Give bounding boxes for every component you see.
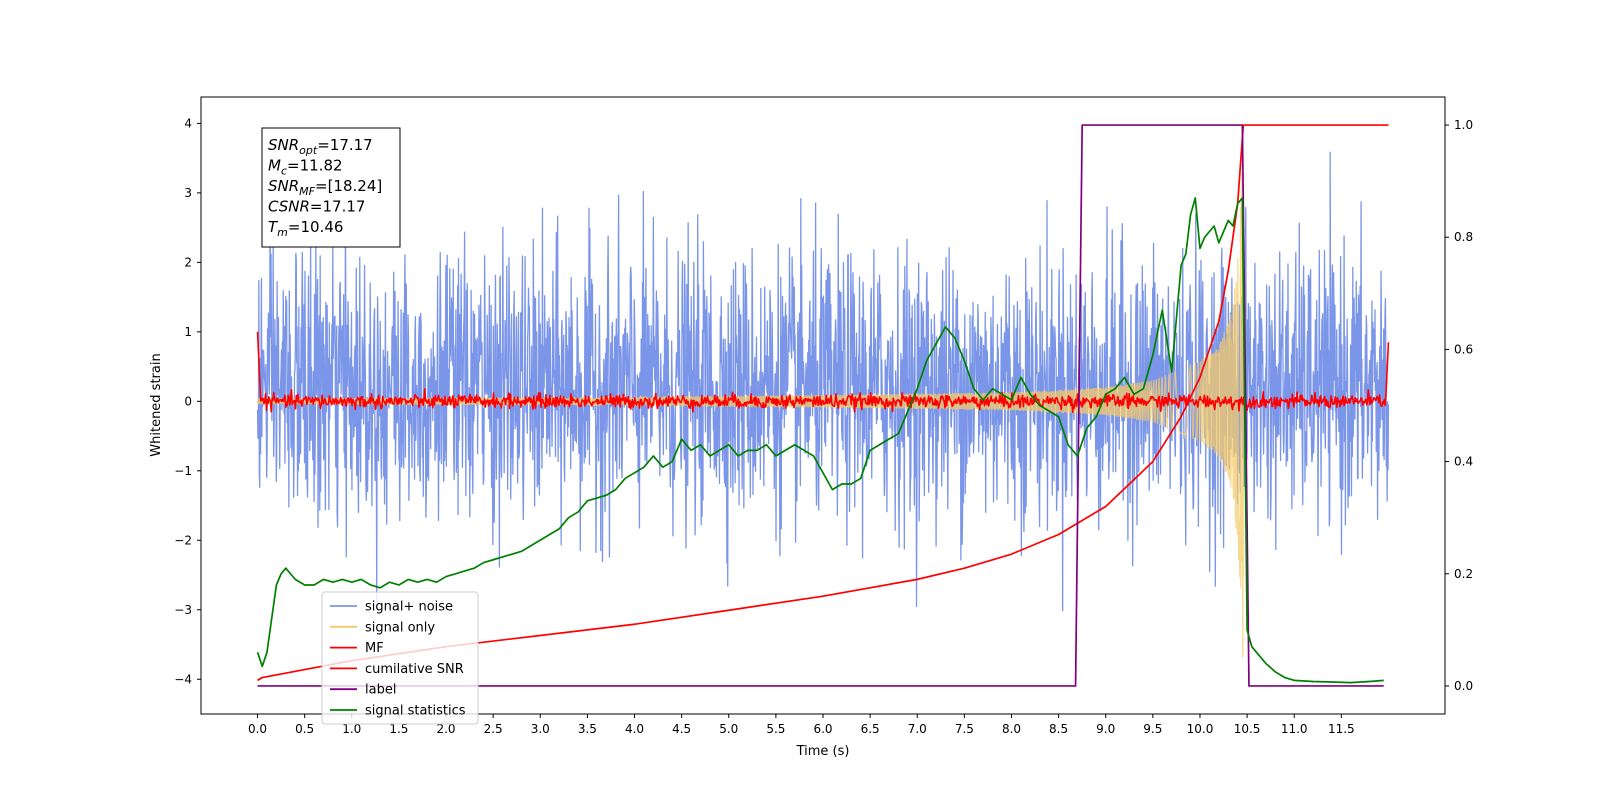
annotation-symbol: CSNR	[268, 198, 310, 216]
y2-tick-label: 0.2	[1454, 567, 1473, 581]
y-tick-label: −4	[174, 672, 192, 686]
annotation-value: =10.46	[288, 218, 344, 236]
y-axis-label: Whitened strain	[149, 353, 164, 456]
y2-tick-label: 0.6	[1454, 342, 1473, 356]
y-tick-label: 3	[184, 186, 192, 200]
y-tick-label: −2	[174, 533, 192, 547]
annotation-line: Tm=10.46	[268, 218, 343, 239]
x-tick-label: 3.0	[531, 722, 550, 736]
y-tick-label: 2	[184, 255, 192, 269]
x-tick-label: 5.5	[766, 722, 785, 736]
x-tick-label: 9.0	[1096, 722, 1115, 736]
legend-label: signal statistics	[365, 704, 466, 719]
x-tick-label: 6.5	[861, 722, 880, 736]
y-tick-label: 4	[184, 116, 192, 130]
x-tick-label: 6.0	[813, 722, 832, 736]
y-tick-label: −1	[174, 464, 192, 478]
series-signal-statistics	[256, 197, 1384, 684]
annotation-subscript: MF	[299, 185, 315, 198]
y2-axis-ticks: 0.0 0.2 0.4 0.6 0.8 1.0	[1445, 118, 1473, 693]
annotation-value: =11.82	[287, 157, 343, 175]
x-tick-label: 0.0	[248, 722, 267, 736]
annotation-value: =17.17	[310, 198, 366, 216]
y-axis-ticks: −4 −3 −2 −1 0 1 2 3 4	[174, 116, 201, 686]
x-tick-label: 10.0	[1187, 722, 1214, 736]
annotation-subscript: opt	[299, 144, 318, 157]
annotation-value: =17.17	[317, 136, 373, 154]
annotation-symbol: M	[268, 157, 281, 175]
legend-frame	[321, 591, 479, 725]
series-label	[257, 124, 1384, 687]
x-tick-label: 7.5	[955, 722, 974, 736]
x-tick-label: 7.0	[908, 722, 927, 736]
x-tick-label: 1.5	[389, 722, 408, 736]
x-tick-label: 2.5	[484, 722, 503, 736]
series-mf	[256, 331, 1390, 413]
x-tick-label: 8.5	[1049, 722, 1068, 736]
x-tick-label: 0.5	[295, 722, 314, 736]
y2-tick-label: 0.4	[1454, 455, 1473, 469]
annotation-symbol: T	[268, 218, 279, 236]
annotation-symbol: SNR	[268, 136, 299, 154]
legend-label: signal only	[365, 620, 435, 635]
x-tick-label: 1.0	[342, 722, 361, 736]
legend-label: label	[365, 683, 396, 698]
annotation-symbol: SNR	[268, 177, 299, 195]
annotation-value: =[18.24]	[315, 177, 382, 195]
x-tick-label: 4.5	[672, 722, 691, 736]
annotation-line: SNRMF=[18.24]	[268, 177, 382, 198]
legend-label: signal+ noise	[365, 600, 453, 615]
x-tick-label: 4.0	[625, 722, 644, 736]
x-tick-label: 9.5	[1143, 722, 1162, 736]
y2-tick-label: 0.0	[1454, 679, 1473, 693]
x-tick-label: 11.5	[1328, 722, 1355, 736]
series-cumilative-snr	[257, 124, 1389, 682]
x-tick-label: 5.0	[719, 722, 738, 736]
y-tick-label: 1	[184, 325, 192, 339]
annotation-subscript: m	[277, 226, 288, 239]
x-tick-label: 2.0	[436, 722, 455, 736]
x-axis-label: Time (s)	[796, 744, 850, 759]
legend-label: cumilative SNR	[365, 662, 464, 677]
y-tick-label: 0	[184, 394, 192, 408]
legend: signal+ noise signal only MF cumilative SNR…	[321, 591, 479, 725]
legend-label: MF	[365, 641, 384, 656]
annotation-subscript: c	[281, 165, 287, 178]
series-signal-noise	[256, 151, 1390, 612]
annotation-frame	[261, 127, 401, 248]
y2-tick-label: 0.8	[1454, 230, 1473, 244]
series-layer	[256, 124, 1390, 687]
annotation-line: SNRopt=17.17	[268, 136, 373, 157]
x-tick-label: 8.0	[1002, 722, 1021, 736]
y-tick-label: −3	[174, 603, 192, 617]
x-tick-label: 3.5	[578, 722, 597, 736]
x-tick-label: 10.5	[1234, 722, 1261, 736]
x-tick-label: 11.0	[1281, 722, 1308, 736]
annotation-line: Mc=11.82	[268, 157, 343, 178]
annotation-box: SNRopt=17.17Mc=11.82SNRMF=[18.24]CSNR=17…	[261, 127, 401, 248]
annotation-line: CSNR=17.17	[268, 198, 365, 216]
y2-tick-label: 1.0	[1454, 118, 1473, 132]
x-axis-ticks: 0.0 0.5 1.0 1.5 2.0 2.5 3.0 3.5 4.0 4.5 5.0 5.5 6.0 6…	[248, 714, 1355, 736]
